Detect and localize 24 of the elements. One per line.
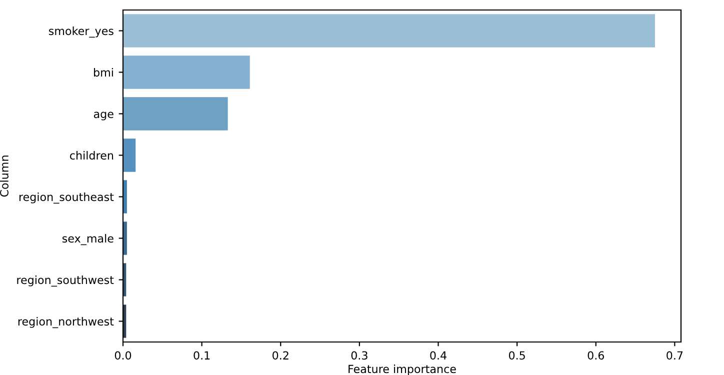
x-tick-label: 0.4	[430, 351, 446, 360]
x-tick-label: 0.6	[588, 351, 604, 360]
x-tick-label: 0.3	[351, 351, 368, 360]
x-tick-label: 0.5	[508, 351, 525, 360]
y-tick-label: bmi	[94, 68, 113, 77]
y-axis-title: Column	[0, 156, 8, 197]
bar	[123, 180, 127, 214]
x-tick-label: 0.7	[666, 351, 683, 360]
y-tick-label: sex_male	[62, 234, 114, 246]
x-tick-label: 0.0	[114, 351, 132, 360]
bar	[123, 222, 127, 255]
y-tick-label: smoker_yes	[48, 26, 114, 38]
y-tick-label: children	[70, 151, 114, 160]
y-tick-label: region_northwest	[18, 317, 114, 328]
y-tick-label: age	[94, 112, 114, 120]
bar	[123, 97, 228, 130]
x-axis-title: Feature importance	[348, 364, 456, 375]
bar	[123, 14, 655, 48]
y-tick-label: region_southwest	[17, 276, 114, 287]
x-tick-label: 0.1	[194, 351, 210, 360]
x-tick-label: 0.2	[272, 351, 288, 360]
bar	[123, 138, 136, 172]
y-tick-label: region_southeast	[19, 192, 114, 204]
bar	[123, 56, 250, 89]
